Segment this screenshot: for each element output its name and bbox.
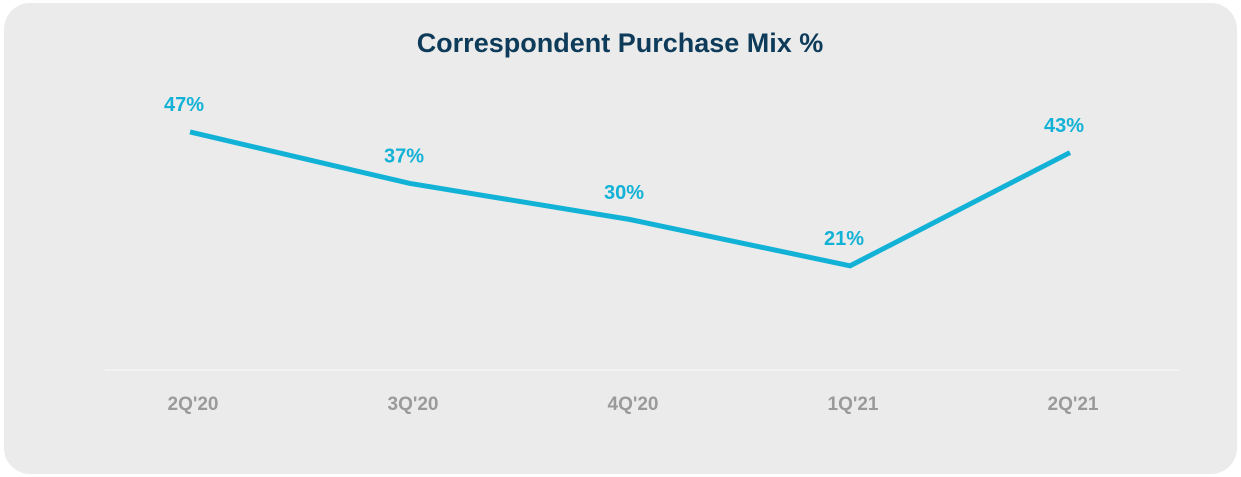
data-label: 37% [384,146,424,168]
x-tick-label: 1Q'21 [828,394,879,415]
x-tick-label: 2Q'21 [1048,394,1099,415]
data-label: 30% [604,182,644,204]
chart-background [4,3,1237,474]
chart-title: Correspondent Purchase Mix % [417,28,824,58]
x-tick-label: 3Q'20 [388,394,439,415]
data-line [189,129,1072,269]
data-label: 21% [824,228,864,250]
data-label: 43% [1044,115,1084,137]
x-tick-label: 2Q'20 [168,394,219,415]
x-tick-label: 4Q'20 [608,394,659,415]
data-label: 47% [164,94,204,116]
